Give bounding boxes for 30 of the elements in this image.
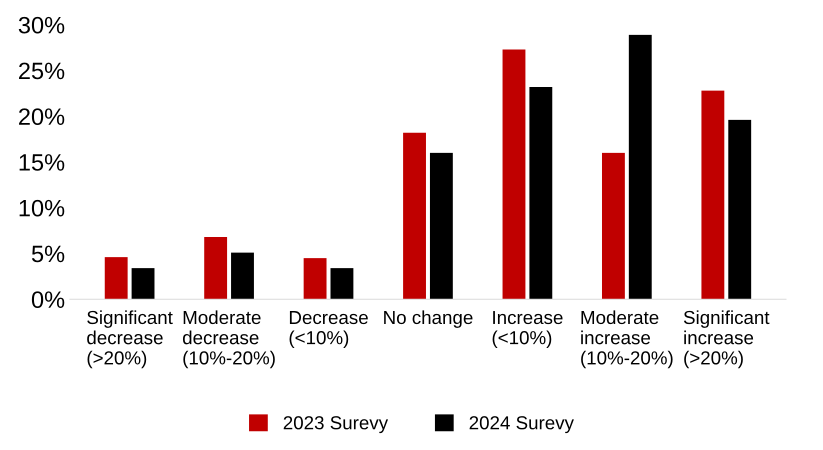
bar [628,34,652,300]
y-tick-label: 25% [19,62,64,80]
bar [403,132,426,300]
bar [231,252,254,300]
bar [132,268,154,300]
bar [529,86,552,300]
y-tick-label: 5% [32,246,64,262]
y-tick-label: 20% [19,108,64,126]
x-tick-label: No change [384,310,472,328]
y-tick-label: 15% [20,154,64,171]
bar [430,152,453,300]
x-tick-label: Significant decrease (>20%) [87,310,173,368]
bar [602,152,625,300]
bar [502,49,526,300]
legend-label: 2023 Surevy [284,416,388,434]
bar [104,257,128,300]
bar [204,237,228,300]
bar [330,268,354,300]
y-tick-label: 30% [18,16,64,34]
y-tick-label: 0% [32,291,64,308]
x-tick-label: Decrease (<10%) [290,311,368,348]
y-tick-label: 10% [20,200,64,217]
bar [304,258,327,300]
x-tick-label: Moderate increase (10%-20%) [581,310,673,368]
bar [728,120,752,300]
legend-label: 2024 Surevy [470,416,574,434]
x-tick-label: Increase (<10%) [492,311,563,348]
x-tick-label: Significant increase (>20%) [684,310,770,368]
x-tick-label: Moderate decrease (10%-20%) [182,310,275,368]
bar [701,90,724,300]
